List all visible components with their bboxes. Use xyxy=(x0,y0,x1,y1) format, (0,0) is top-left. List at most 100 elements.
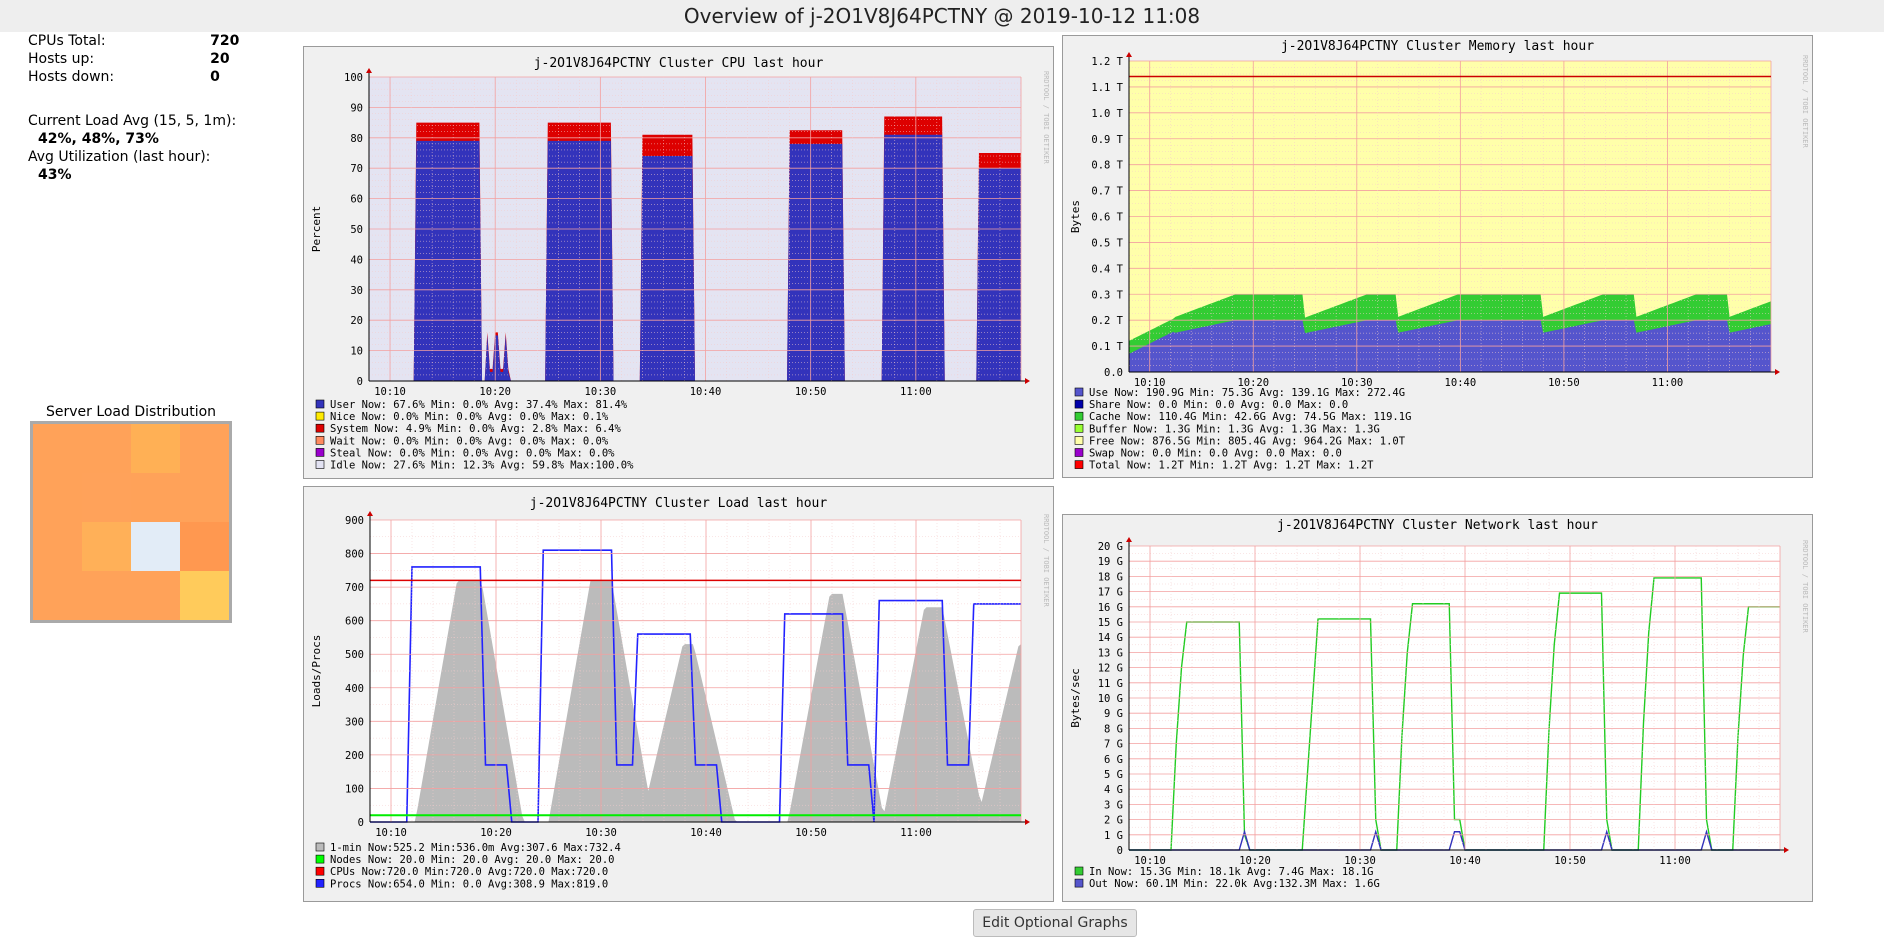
y-tick-label: 50 xyxy=(350,224,363,236)
x-tick-label: 11:00 xyxy=(900,827,932,839)
y-tick-label: 19 G xyxy=(1098,556,1123,568)
y-tick-label: 16 G xyxy=(1098,602,1123,614)
y-tick-label: 0.4 T xyxy=(1091,263,1123,275)
legend-swatch xyxy=(1074,411,1084,421)
y-tick-label: 0.6 T xyxy=(1091,212,1123,224)
server-load-cell[interactable] xyxy=(82,522,131,571)
y-tick-label: 20 xyxy=(350,315,363,327)
y-tick-label: 1.2 T xyxy=(1091,56,1123,68)
server-load-cell[interactable] xyxy=(131,522,180,571)
server-load-cell[interactable] xyxy=(33,571,82,620)
y-tick-label: 18 G xyxy=(1098,571,1123,583)
y-tick-label: 1.0 T xyxy=(1091,108,1123,120)
server-load-cell[interactable] xyxy=(131,424,180,473)
y-tick-label: 1 G xyxy=(1104,830,1123,842)
server-load-cell[interactable] xyxy=(33,473,82,522)
server-load-cell[interactable] xyxy=(180,424,229,473)
cpu-graph[interactable]: j-2O1V8J64PCTNY Cluster CPU last hour 0 10… xyxy=(303,46,1054,479)
server-load-cell[interactable] xyxy=(82,424,131,473)
x-tick-label: 10:10 xyxy=(1134,377,1166,389)
rrdtool-label: RRDTOOL / TOBI OETIKER xyxy=(1801,55,1809,149)
server-load-cell[interactable] xyxy=(82,571,131,620)
y-tick-label: 100 xyxy=(345,783,364,795)
server-load-cell[interactable] xyxy=(33,424,82,473)
legend-swatch xyxy=(315,411,325,421)
x-tick-label: 10:50 xyxy=(795,386,827,398)
hosts-down-label: Hosts down: xyxy=(28,69,115,85)
legend-entry: Share Now: 0.0 Min: 0.0 Avg: 0.0 Max: 0.… xyxy=(1089,399,1348,411)
legend-swatch xyxy=(315,460,325,469)
y-tick-label: 200 xyxy=(345,750,364,762)
legend-swatch xyxy=(1074,878,1084,888)
y-tick-label: 40 xyxy=(350,254,363,266)
utilization-value: 43% xyxy=(38,167,72,183)
y-tick-label: 900 xyxy=(345,515,364,527)
legend-entry: Total Now: 1.2T Min: 1.2T Avg: 1.2T Max:… xyxy=(1089,460,1374,472)
cpus-total-label: CPUs Total: xyxy=(28,33,106,49)
legend-entry: 1-min Now:525.2 Min:536.0m Avg:307.6 Max… xyxy=(330,842,621,854)
series-procs xyxy=(370,549,1021,823)
y-tick-label: 0.3 T xyxy=(1091,289,1123,301)
y-tick-label: 500 xyxy=(345,649,364,661)
rrdtool-label: RRDTOOL / TOBI OETIKER xyxy=(1042,514,1050,608)
legend-swatch xyxy=(315,842,325,852)
y-tick-label: 11 G xyxy=(1098,678,1123,690)
y-tick-label: 800 xyxy=(345,549,364,561)
page-title: Overview of j-2O1V8J64PCTNY @ 2019-10-12… xyxy=(0,0,1884,32)
server-load-cell[interactable] xyxy=(131,473,180,522)
y-tick-label: 0.0 xyxy=(1104,367,1123,379)
server-load-cell[interactable] xyxy=(82,473,131,522)
server-load-heatmap[interactable] xyxy=(30,421,232,623)
x-tick-label: 11:00 xyxy=(900,386,932,398)
server-load-title: Server Load Distribution xyxy=(45,404,217,420)
server-load-cell[interactable] xyxy=(180,522,229,571)
server-load-cell[interactable] xyxy=(33,522,82,571)
server-load-cell[interactable] xyxy=(180,473,229,522)
y-tick-label: 0.5 T xyxy=(1091,237,1123,249)
x-tick-label: 10:10 xyxy=(374,386,406,398)
legend-entry: Nice Now: 0.0% Min: 0.0% Avg: 0.0% Max: … xyxy=(330,411,609,423)
server-load-cell[interactable] xyxy=(131,571,180,620)
edit-optional-graphs-button[interactable]: Edit Optional Graphs xyxy=(973,909,1137,937)
y-tick-label: 100 xyxy=(344,72,363,84)
y-axis-label: Bytes/sec xyxy=(1069,668,1082,728)
server-load-cell[interactable] xyxy=(180,571,229,620)
legend-swatch xyxy=(1074,866,1084,876)
legend-swatch xyxy=(1074,436,1084,445)
x-tick-label: 10:30 xyxy=(585,386,617,398)
y-tick-label: 0.7 T xyxy=(1091,186,1123,198)
x-tick-label: 11:00 xyxy=(1659,855,1691,867)
x-tick-label: 10:50 xyxy=(1554,855,1586,867)
load-summary: Current Load Avg (15, 5, 1m): 42%, 48%, … xyxy=(28,112,236,184)
legend-swatch xyxy=(315,854,325,864)
x-tick-label: 10:40 xyxy=(690,386,722,398)
plot-area xyxy=(370,549,1021,823)
series-1min xyxy=(370,580,1021,822)
y-tick-label: 400 xyxy=(345,683,364,695)
legend-swatch xyxy=(315,878,325,888)
legend-entry: Nodes Now: 20.0 Min: 20.0 Avg: 20.0 Max:… xyxy=(330,854,614,866)
load-graph[interactable]: j-2O1V8J64PCTNY Cluster Load last hour 0 1… xyxy=(303,486,1054,902)
network-graph[interactable]: j-2O1V8J64PCTNY Cluster Network last hou… xyxy=(1062,514,1813,902)
plot-area xyxy=(369,116,1021,382)
legend-swatch xyxy=(1074,460,1084,469)
x-tick-label: 10:50 xyxy=(1548,377,1580,389)
cluster-stats: CPUs Total: 720 Hosts up: 20 Hosts down: 0 xyxy=(28,32,239,86)
y-tick-label: 4 G xyxy=(1104,784,1123,796)
load-avg-value: 42%, 48%, 73% xyxy=(38,131,159,147)
legend-swatch xyxy=(315,448,325,457)
load-avg-label: Current Load Avg (15, 5, 1m): xyxy=(28,113,237,129)
y-tick-label: 0.8 T xyxy=(1091,160,1123,172)
x-tick-label: 10:20 xyxy=(480,827,512,839)
y-axis-label: Bytes xyxy=(1069,200,1082,233)
y-tick-label: 30 xyxy=(350,285,363,297)
y-tick-label: 70 xyxy=(350,163,363,175)
legend-swatch xyxy=(315,423,325,433)
legend-entry: Wait Now: 0.0% Min: 0.0% Avg: 0.0% Max: … xyxy=(330,435,609,447)
x-tick-label: 10:20 xyxy=(479,386,511,398)
legend-entry: Free Now: 876.5G Min: 805.4G Avg: 964.2G… xyxy=(1089,435,1406,447)
legend-entry: In Now: 15.3G Min: 18.1k Avg: 7.4G Max: … xyxy=(1089,866,1373,878)
legend-swatch xyxy=(1074,387,1084,397)
memory-graph[interactable]: j-2O1V8J64PCTNY Cluster Memory last hour… xyxy=(1062,35,1813,478)
x-tick-label: 10:20 xyxy=(1237,377,1269,389)
